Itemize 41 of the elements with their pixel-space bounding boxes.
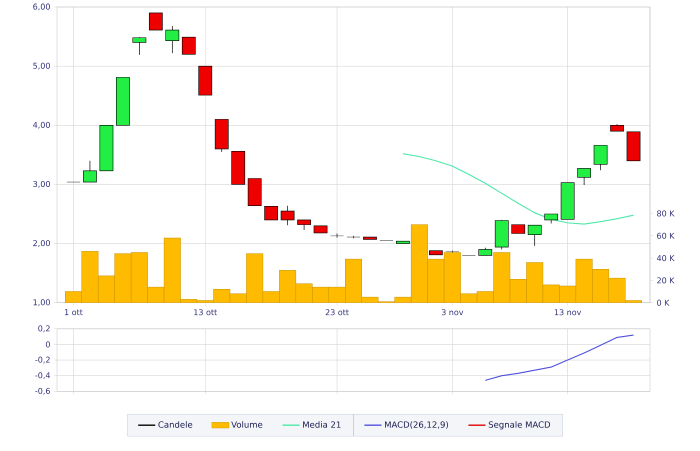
y-tick-label: 1,00 xyxy=(34,299,50,306)
x-tick-label: 1 ott xyxy=(64,309,83,316)
legend-label: MACD(26,12,9) xyxy=(385,421,448,429)
y-tick-label: -0,4 xyxy=(35,372,50,380)
candlestick xyxy=(182,36,196,55)
y-tick-label: 0 xyxy=(46,341,50,348)
legend-label: Candele xyxy=(158,421,192,428)
legend-label: Volume xyxy=(231,421,262,428)
candlestick xyxy=(594,145,608,171)
line-series xyxy=(484,334,634,381)
candlestick xyxy=(280,205,295,226)
x-tick-label: 3 nov xyxy=(442,309,464,316)
legend-label: Segnale MACD xyxy=(488,421,550,430)
line-series xyxy=(402,153,634,225)
y2-tick-label: 40 K xyxy=(656,255,675,262)
y2-tick-label: 80 K xyxy=(657,210,675,216)
candlestick xyxy=(528,224,542,246)
candlestick xyxy=(165,26,180,54)
y-tick-label: 3,00 xyxy=(33,180,50,188)
candlestick xyxy=(544,214,558,224)
y-tick-label: 0,2 xyxy=(38,325,50,332)
y-tick-label: 4,00 xyxy=(33,122,50,129)
y-tick-label: 6,00 xyxy=(33,4,50,10)
x-tick-label: 13 nov xyxy=(554,309,582,316)
candlestick xyxy=(577,168,592,186)
candlestick xyxy=(132,36,146,56)
y-tick-label: 5,00 xyxy=(33,62,50,70)
candlestick xyxy=(330,233,344,238)
y2-tick-label: 60 K xyxy=(657,232,675,239)
candlestick xyxy=(83,160,97,182)
x-tick-label: 23 ott xyxy=(326,309,349,316)
candlestick xyxy=(148,12,163,30)
legend-label: Media 21 xyxy=(303,421,341,428)
y-tick-label: 2,00 xyxy=(33,240,50,247)
y2-tick-label: 20 K xyxy=(657,277,675,284)
x-tick-label: 13 ott xyxy=(194,309,218,316)
y2-tick-label: 0 K xyxy=(657,300,670,306)
y-tick-label: -0,2 xyxy=(35,356,50,364)
candlestick xyxy=(264,206,278,220)
y-tick-label: -0,6 xyxy=(35,388,50,395)
candlestick xyxy=(297,220,311,230)
